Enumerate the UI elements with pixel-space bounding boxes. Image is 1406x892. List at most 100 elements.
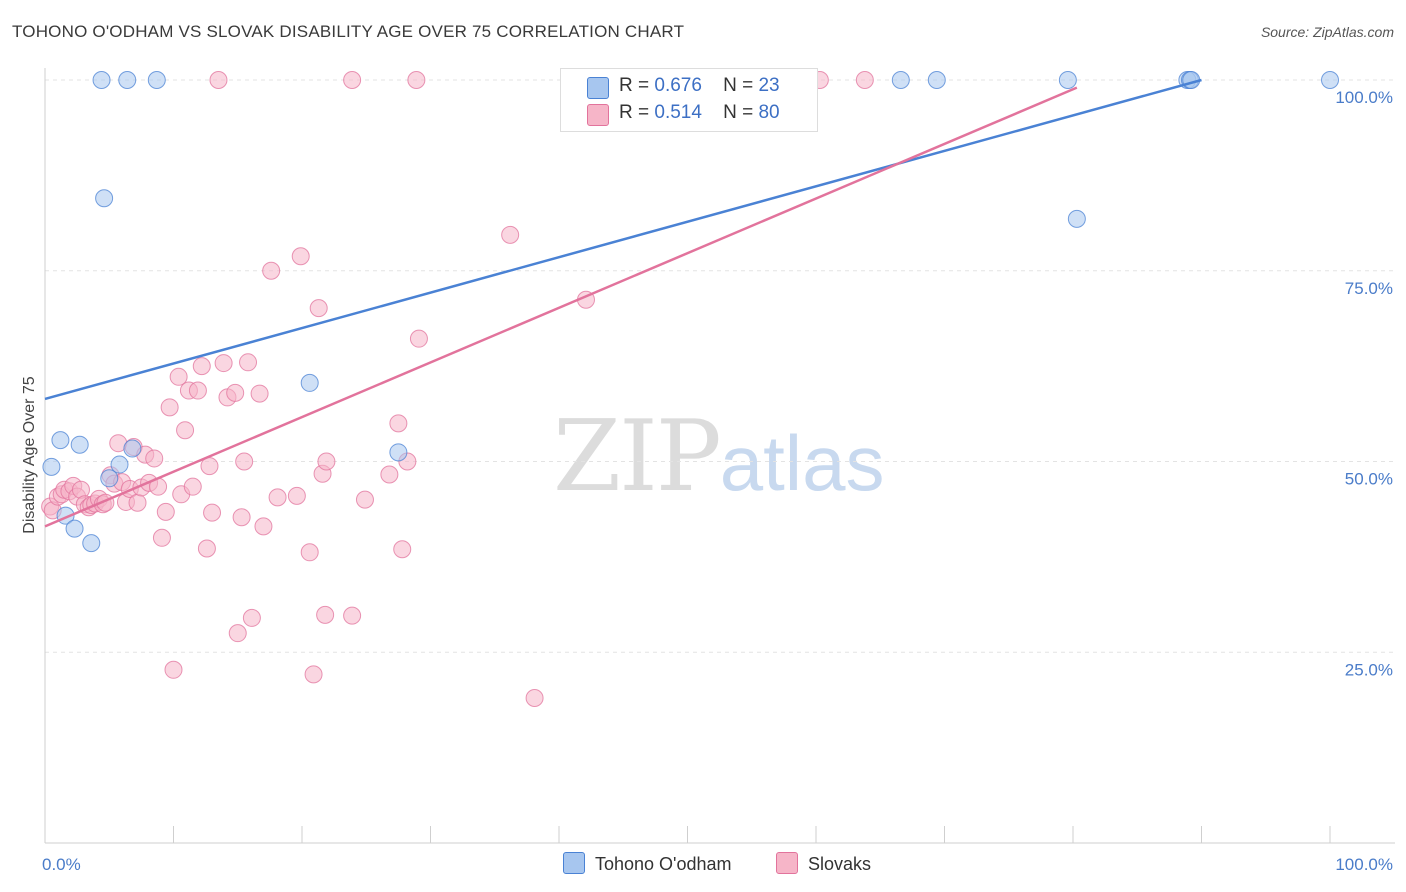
tohono-point — [118, 71, 137, 89]
slovak-point — [156, 502, 175, 521]
slovak-point — [393, 540, 412, 559]
tohono-point — [100, 469, 119, 488]
tohono-point — [70, 435, 89, 454]
slovak-point — [188, 381, 207, 400]
slovak-point — [501, 225, 520, 244]
x-tick-label: 100.0% — [1335, 855, 1393, 874]
slovak-point — [235, 452, 254, 471]
slovak-point — [304, 665, 323, 684]
slovaks-legend-label: Slovaks — [808, 854, 872, 874]
slovak-point — [262, 261, 281, 280]
slovak-point — [407, 71, 426, 89]
n-label: N = — [723, 102, 754, 123]
legend-stats-slovaks: R = 0.514 N = 80 — [619, 102, 780, 124]
slovak-point — [197, 539, 216, 558]
slovak-point — [317, 452, 336, 471]
slovak-point — [214, 354, 233, 373]
slovak-point — [160, 398, 179, 417]
tohono-point — [65, 519, 84, 538]
tohono-swatch — [587, 77, 609, 99]
slovak-point — [287, 486, 306, 505]
tick-labels: 100.0% 75.0% 50.0% 25.0% 0.0% 100.0% — [42, 88, 1393, 874]
tohono-trend-line — [44, 78, 1202, 401]
watermark-atlas: atlas — [719, 419, 885, 507]
slovak-point — [228, 624, 247, 643]
slovak-point — [268, 488, 287, 507]
slovak-point — [176, 421, 195, 440]
r-value-tohono: 0.676 — [654, 75, 702, 96]
tohono-point — [927, 71, 946, 89]
y-tick-label: 100.0% — [1335, 88, 1393, 107]
slovak-point — [242, 608, 261, 627]
slovak-point — [254, 517, 273, 536]
bottom-legend-slovaks: Slovaks — [776, 852, 871, 875]
tohono-point — [82, 534, 101, 553]
slovak-point — [226, 383, 245, 402]
slovak-point — [389, 414, 408, 433]
slovak-point — [343, 606, 362, 625]
slovak-point — [232, 508, 251, 527]
slovak-point — [128, 493, 147, 512]
slovak-trend-line — [44, 86, 1078, 528]
y-tick-label: 50.0% — [1345, 470, 1393, 489]
slovak-point — [169, 367, 188, 386]
slovak-point — [316, 605, 335, 624]
n-value-tohono: 23 — [758, 75, 780, 96]
tohono-point — [1321, 71, 1339, 89]
watermark-zip: ZIP — [553, 400, 722, 514]
tohono-point — [1067, 209, 1086, 228]
x-tick-label: 0.0% — [42, 855, 81, 874]
tohono-point — [300, 373, 319, 392]
slovak-point — [203, 503, 222, 522]
slovaks-swatch — [587, 104, 609, 126]
y-tick-label: 25.0% — [1345, 660, 1393, 679]
tohono-point — [110, 455, 129, 474]
slovak-point — [525, 689, 544, 708]
slovak-point — [250, 384, 269, 403]
tohono-point — [389, 443, 408, 462]
slovak-point — [309, 299, 328, 318]
tohono-point — [42, 457, 61, 476]
y-axis-label: Disability Age Over 75 — [21, 376, 38, 534]
tohono-point — [123, 439, 142, 458]
tohono-point — [147, 71, 166, 89]
axes — [44, 68, 1395, 844]
tohono-legend-label: Tohono O'odham — [595, 854, 732, 874]
slovak-point — [239, 353, 258, 372]
slovaks-legend-swatch — [776, 852, 798, 874]
r-label: R = — [619, 75, 650, 96]
watermark: ZIPatlas — [553, 400, 885, 514]
tohono-point — [95, 189, 114, 208]
slovak-point — [300, 543, 319, 562]
trend-lines — [44, 78, 1202, 528]
slovak-point — [164, 660, 183, 679]
correlation-legend: R = 0.676 N = 23 R = 0.514 N = 80 — [560, 68, 818, 132]
tohono-legend-swatch — [563, 852, 585, 874]
y-tick-label: 75.0% — [1345, 279, 1393, 298]
slovak-point — [355, 490, 374, 509]
chart-title: TOHONO O'ODHAM VS SLOVAK DISABILITY AGE … — [12, 22, 685, 41]
tohono-point — [92, 71, 111, 89]
r-value-slovaks: 0.514 — [654, 102, 702, 123]
slovak-point — [209, 71, 228, 89]
legend-stats-tohono: R = 0.676 N = 23 — [619, 75, 780, 97]
slovak-point — [343, 71, 362, 89]
slovak-point — [291, 247, 310, 266]
bottom-legend-tohono: Tohono O'odham — [563, 852, 732, 875]
slovak-point — [145, 449, 164, 468]
tohono-point — [1058, 71, 1077, 89]
r-label: R = — [619, 102, 650, 123]
data-points — [41, 71, 1339, 708]
slovak-point — [192, 357, 211, 376]
n-value-slovaks: 80 — [758, 102, 780, 123]
slovak-point — [183, 477, 202, 496]
source-credit: Source: ZipAtlas.com — [1260, 24, 1394, 40]
slovak-point — [855, 71, 874, 89]
slovak-point — [409, 329, 428, 348]
tohono-point — [891, 71, 910, 89]
slovak-point — [152, 528, 171, 547]
n-label: N = — [723, 75, 754, 96]
slovak-point — [380, 465, 399, 484]
tohono-point — [51, 431, 70, 450]
